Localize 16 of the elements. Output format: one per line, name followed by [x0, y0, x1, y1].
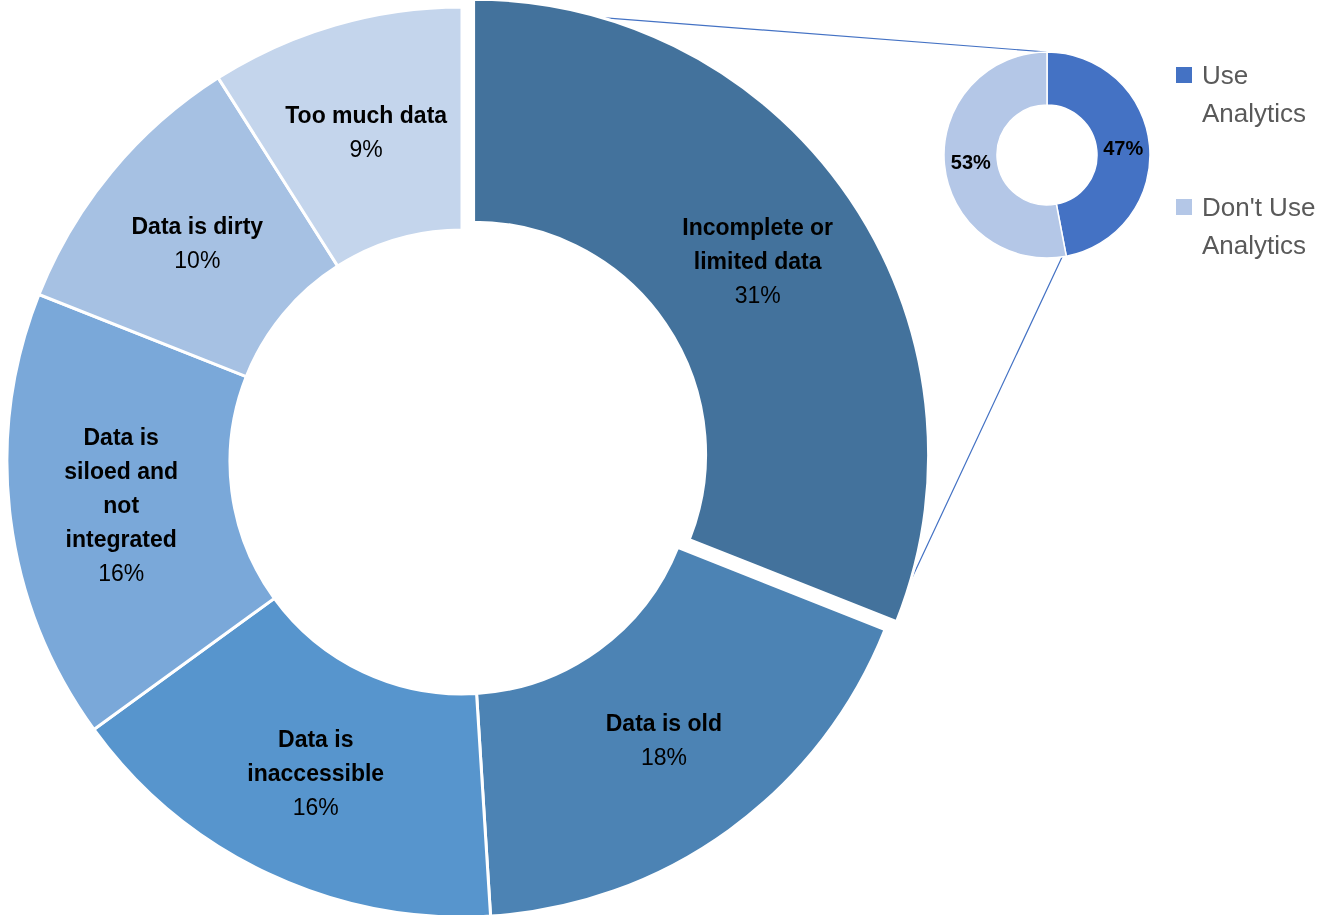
- data-label: 10%: [174, 247, 221, 274]
- slice-label: Data is dirty: [131, 213, 264, 240]
- data-label: 18%: [640, 743, 687, 770]
- slice-label: Too much data: [285, 102, 448, 129]
- data-label: 16%: [292, 793, 339, 820]
- slice-label: Data is inaccessible: [247, 725, 385, 786]
- slice-label: Data is siloed and not integrated: [64, 424, 179, 553]
- data-label: 16%: [98, 560, 145, 587]
- data-label: 9%: [349, 136, 383, 163]
- legend-label: Don't Use Analytics: [1202, 192, 1316, 261]
- data-label: 31%: [734, 282, 781, 309]
- slice-label: Incomplete or limited data: [682, 214, 834, 275]
- data-label: 47%: [1103, 136, 1144, 159]
- data-label: 53%: [950, 151, 992, 174]
- slice-label: Data is old: [605, 709, 723, 736]
- legend-label: Use Analytics: [1202, 60, 1307, 129]
